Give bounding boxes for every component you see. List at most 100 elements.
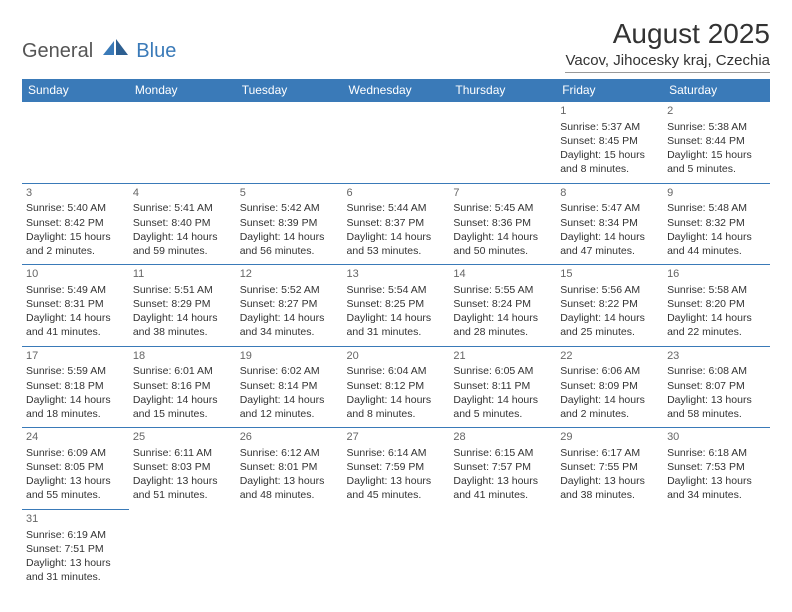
calendar-day-cell: 7Sunrise: 5:45 AMSunset: 8:36 PMDaylight… bbox=[449, 183, 556, 265]
sunset-text: Sunset: 8:37 PM bbox=[347, 216, 446, 230]
daylight-text: Daylight: 15 hours bbox=[560, 148, 659, 162]
daylight-text: Daylight: 14 hours bbox=[560, 230, 659, 244]
daylight-text: and 31 minutes. bbox=[26, 570, 125, 584]
sunrise-text: Sunrise: 6:05 AM bbox=[453, 364, 552, 378]
daylight-text: and 50 minutes. bbox=[453, 244, 552, 258]
calendar-empty-cell bbox=[449, 102, 556, 184]
day-number: 18 bbox=[133, 349, 232, 364]
calendar-empty-cell bbox=[236, 102, 343, 184]
calendar-day-cell: 19Sunrise: 6:02 AMSunset: 8:14 PMDayligh… bbox=[236, 346, 343, 428]
calendar-day-cell: 3Sunrise: 5:40 AMSunset: 8:42 PMDaylight… bbox=[22, 183, 129, 265]
sunrise-text: Sunrise: 5:59 AM bbox=[26, 364, 125, 378]
location-text: Vacov, Jihocesky kraj, Czechia bbox=[565, 52, 770, 73]
daylight-text: Daylight: 14 hours bbox=[453, 230, 552, 244]
sunrise-text: Sunrise: 6:11 AM bbox=[133, 446, 232, 460]
calendar-day-cell: 29Sunrise: 6:17 AMSunset: 7:55 PMDayligh… bbox=[556, 428, 663, 510]
day-number: 16 bbox=[667, 267, 766, 282]
sunset-text: Sunset: 8:27 PM bbox=[240, 297, 339, 311]
sunset-text: Sunset: 8:22 PM bbox=[560, 297, 659, 311]
calendar-day-cell: 18Sunrise: 6:01 AMSunset: 8:16 PMDayligh… bbox=[129, 346, 236, 428]
sunset-text: Sunset: 8:32 PM bbox=[667, 216, 766, 230]
sunrise-text: Sunrise: 5:54 AM bbox=[347, 283, 446, 297]
calendar-day-cell: 30Sunrise: 6:18 AMSunset: 7:53 PMDayligh… bbox=[663, 428, 770, 510]
sunset-text: Sunset: 8:07 PM bbox=[667, 379, 766, 393]
daylight-text: Daylight: 14 hours bbox=[26, 393, 125, 407]
sunset-text: Sunset: 8:42 PM bbox=[26, 216, 125, 230]
sunset-text: Sunset: 8:18 PM bbox=[26, 379, 125, 393]
daylight-text: and 53 minutes. bbox=[347, 244, 446, 258]
day-number: 1 bbox=[560, 104, 659, 119]
calendar-day-cell: 16Sunrise: 5:58 AMSunset: 8:20 PMDayligh… bbox=[663, 265, 770, 347]
logo-text-general: General bbox=[22, 40, 93, 62]
daylight-text: Daylight: 14 hours bbox=[560, 393, 659, 407]
sunrise-text: Sunrise: 5:52 AM bbox=[240, 283, 339, 297]
calendar-empty-cell bbox=[556, 509, 663, 590]
daylight-text: Daylight: 14 hours bbox=[133, 311, 232, 325]
calendar-day-cell: 14Sunrise: 5:55 AMSunset: 8:24 PMDayligh… bbox=[449, 265, 556, 347]
daylight-text: Daylight: 14 hours bbox=[347, 393, 446, 407]
day-number: 25 bbox=[133, 430, 232, 445]
calendar-day-cell: 4Sunrise: 5:41 AMSunset: 8:40 PMDaylight… bbox=[129, 183, 236, 265]
day-number: 23 bbox=[667, 349, 766, 364]
sunrise-text: Sunrise: 5:49 AM bbox=[26, 283, 125, 297]
calendar-day-cell: 6Sunrise: 5:44 AMSunset: 8:37 PMDaylight… bbox=[343, 183, 450, 265]
daylight-text: and 31 minutes. bbox=[347, 325, 446, 339]
sunset-text: Sunset: 8:11 PM bbox=[453, 379, 552, 393]
day-number: 13 bbox=[347, 267, 446, 282]
sunrise-text: Sunrise: 5:44 AM bbox=[347, 201, 446, 215]
sunset-text: Sunset: 8:36 PM bbox=[453, 216, 552, 230]
daylight-text: and 44 minutes. bbox=[667, 244, 766, 258]
daylight-text: Daylight: 13 hours bbox=[347, 474, 446, 488]
calendar-day-cell: 21Sunrise: 6:05 AMSunset: 8:11 PMDayligh… bbox=[449, 346, 556, 428]
calendar-week-row: 3Sunrise: 5:40 AMSunset: 8:42 PMDaylight… bbox=[22, 183, 770, 265]
sunrise-text: Sunrise: 6:14 AM bbox=[347, 446, 446, 460]
daylight-text: Daylight: 14 hours bbox=[240, 311, 339, 325]
daylight-text: Daylight: 15 hours bbox=[26, 230, 125, 244]
daylight-text: and 2 minutes. bbox=[26, 244, 125, 258]
daylight-text: and 56 minutes. bbox=[240, 244, 339, 258]
daylight-text: and 15 minutes. bbox=[133, 407, 232, 421]
day-number: 15 bbox=[560, 267, 659, 282]
calendar-empty-cell bbox=[449, 509, 556, 590]
sunset-text: Sunset: 7:53 PM bbox=[667, 460, 766, 474]
calendar-day-cell: 22Sunrise: 6:06 AMSunset: 8:09 PMDayligh… bbox=[556, 346, 663, 428]
day-number: 28 bbox=[453, 430, 552, 445]
calendar-empty-cell bbox=[129, 509, 236, 590]
sunset-text: Sunset: 8:31 PM bbox=[26, 297, 125, 311]
calendar-day-cell: 13Sunrise: 5:54 AMSunset: 8:25 PMDayligh… bbox=[343, 265, 450, 347]
daylight-text: and 12 minutes. bbox=[240, 407, 339, 421]
daylight-text: and 45 minutes. bbox=[347, 488, 446, 502]
day-number: 5 bbox=[240, 186, 339, 201]
sunrise-text: Sunrise: 5:41 AM bbox=[133, 201, 232, 215]
calendar-week-row: 10Sunrise: 5:49 AMSunset: 8:31 PMDayligh… bbox=[22, 265, 770, 347]
sunrise-text: Sunrise: 5:42 AM bbox=[240, 201, 339, 215]
daylight-text: Daylight: 13 hours bbox=[26, 556, 125, 570]
sunset-text: Sunset: 8:45 PM bbox=[560, 134, 659, 148]
sunset-text: Sunset: 8:25 PM bbox=[347, 297, 446, 311]
sunrise-text: Sunrise: 6:02 AM bbox=[240, 364, 339, 378]
day-number: 9 bbox=[667, 186, 766, 201]
calendar-day-cell: 20Sunrise: 6:04 AMSunset: 8:12 PMDayligh… bbox=[343, 346, 450, 428]
calendar-week-row: 1Sunrise: 5:37 AMSunset: 8:45 PMDaylight… bbox=[22, 102, 770, 184]
calendar-day-cell: 17Sunrise: 5:59 AMSunset: 8:18 PMDayligh… bbox=[22, 346, 129, 428]
sunset-text: Sunset: 8:20 PM bbox=[667, 297, 766, 311]
daylight-text: Daylight: 13 hours bbox=[667, 393, 766, 407]
day-number: 26 bbox=[240, 430, 339, 445]
sunrise-text: Sunrise: 6:06 AM bbox=[560, 364, 659, 378]
weekday-header: Friday bbox=[556, 79, 663, 102]
sunset-text: Sunset: 8:09 PM bbox=[560, 379, 659, 393]
sunrise-text: Sunrise: 6:15 AM bbox=[453, 446, 552, 460]
daylight-text: and 55 minutes. bbox=[26, 488, 125, 502]
month-title: August 2025 bbox=[565, 18, 770, 50]
sunrise-text: Sunrise: 6:01 AM bbox=[133, 364, 232, 378]
day-number: 27 bbox=[347, 430, 446, 445]
calendar-table: SundayMondayTuesdayWednesdayThursdayFrid… bbox=[22, 79, 770, 590]
sunrise-text: Sunrise: 6:04 AM bbox=[347, 364, 446, 378]
sunrise-text: Sunrise: 5:45 AM bbox=[453, 201, 552, 215]
sunset-text: Sunset: 8:03 PM bbox=[133, 460, 232, 474]
sunset-text: Sunset: 8:29 PM bbox=[133, 297, 232, 311]
daylight-text: and 34 minutes. bbox=[240, 325, 339, 339]
daylight-text: Daylight: 14 hours bbox=[453, 393, 552, 407]
calendar-day-cell: 23Sunrise: 6:08 AMSunset: 8:07 PMDayligh… bbox=[663, 346, 770, 428]
sunset-text: Sunset: 8:16 PM bbox=[133, 379, 232, 393]
